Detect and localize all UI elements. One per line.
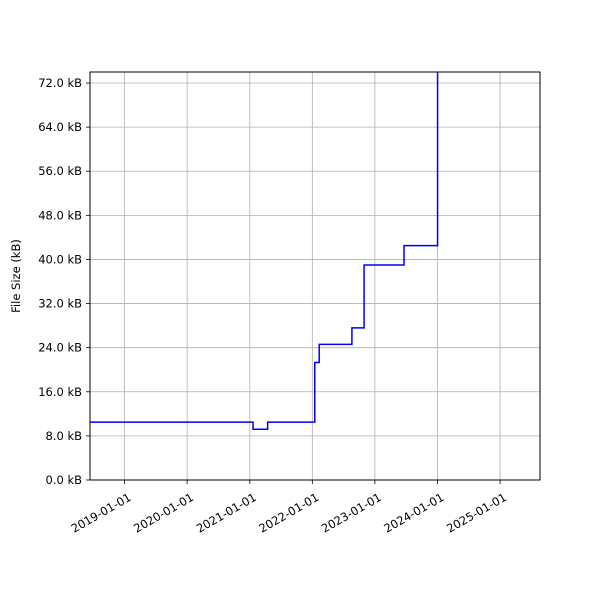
y-tick-label: 16.0 kB: [38, 385, 82, 399]
x-tick-label: 2019-01-01: [69, 490, 134, 536]
y-tick-label: 24.0 kB: [38, 341, 82, 355]
x-tick-label: 2022-01-01: [256, 490, 321, 536]
y-tick-label: 72.0 kB: [38, 76, 82, 90]
y-tick-label: 48.0 kB: [38, 208, 82, 222]
y-tick-label: 40.0 kB: [38, 252, 82, 266]
x-axis: 2019-01-012020-01-012021-01-012022-01-01…: [69, 480, 509, 536]
plot-frame: [89, 71, 541, 481]
series-line: [90, 72, 439, 431]
x-tick-label: 2024-01-01: [381, 490, 446, 536]
y-tick-label: 8.0 kB: [46, 429, 83, 443]
y-tick-label: 56.0 kB: [38, 164, 82, 178]
y-axis: 0.0 kB 8.0 kB 16.0 kB 24.0 kB 32.0 kB 40.0 kB…: [38, 76, 90, 487]
x-tick-label: 2025-01-01: [444, 490, 509, 536]
y-tick-label: 64.0 kB: [38, 120, 82, 134]
y-tick-label: 32.0 kB: [38, 297, 82, 311]
x-tick-label: 2023-01-01: [319, 490, 384, 536]
y-tick-label: 0.0 kB: [46, 473, 83, 487]
x-tick-label: 2021-01-01: [194, 490, 259, 536]
x-tick-label: 2020-01-01: [131, 490, 196, 536]
y-axis-label: File Size (kB): [9, 239, 23, 313]
series-group: [90, 72, 439, 431]
